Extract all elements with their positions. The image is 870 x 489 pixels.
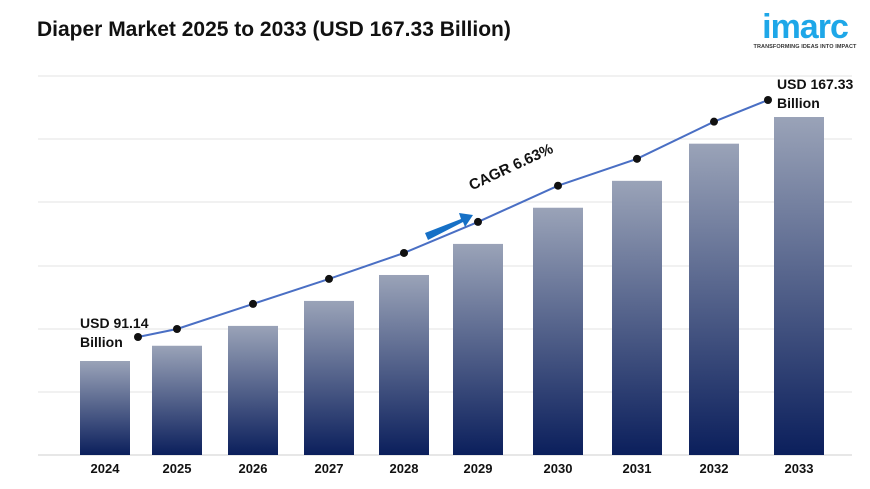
x-tick-label: 2025 bbox=[163, 461, 192, 476]
bar-2028 bbox=[379, 274, 429, 455]
cagr-arrow-icon bbox=[425, 213, 473, 240]
trend-marker bbox=[134, 333, 142, 341]
x-tick-label: 2024 bbox=[91, 461, 121, 476]
x-tick-label: 2026 bbox=[239, 461, 268, 476]
imarc-logo: imarc TRANSFORMING IDEAS INTO IMPACT bbox=[750, 10, 860, 50]
bar-2030 bbox=[533, 207, 583, 455]
x-tick-label: 2031 bbox=[623, 461, 652, 476]
trend-marker bbox=[325, 274, 333, 283]
bar-2024 bbox=[80, 361, 130, 455]
x-tick-label: 2027 bbox=[315, 461, 344, 476]
bar-2025 bbox=[152, 345, 202, 455]
end-value-line1: USD 167.33 bbox=[777, 76, 854, 92]
end-value-label: USD 167.33 Billion bbox=[777, 75, 853, 113]
trend-marker bbox=[554, 181, 562, 190]
trend-marker bbox=[173, 325, 181, 333]
bar-2026 bbox=[228, 325, 278, 455]
trend-marker bbox=[474, 217, 482, 226]
trend-marker bbox=[633, 154, 641, 163]
x-tick-label: 2028 bbox=[390, 461, 419, 476]
bar-2031 bbox=[612, 180, 662, 455]
trend-marker bbox=[249, 299, 257, 308]
bar-2027 bbox=[304, 300, 354, 455]
x-tick-label: 2029 bbox=[464, 461, 493, 476]
trend-marker bbox=[764, 96, 772, 104]
logo-tagline: TRANSFORMING IDEAS INTO IMPACT bbox=[753, 44, 857, 50]
trend-marker bbox=[400, 248, 408, 257]
start-value-line1: USD 91.14 bbox=[80, 315, 149, 331]
end-value-line2: Billion bbox=[777, 95, 820, 111]
bar-2029 bbox=[453, 243, 503, 455]
x-tick-label: 2030 bbox=[544, 461, 573, 476]
start-value-label: USD 91.14 Billion bbox=[80, 314, 148, 352]
trend-marker bbox=[710, 117, 718, 126]
x-tick-label: 2032 bbox=[700, 461, 729, 476]
chart-title: Diaper Market 2025 to 2033 (USD 167.33 B… bbox=[37, 18, 511, 41]
x-tick-label: 2033 bbox=[785, 461, 814, 476]
logo-word: imarc bbox=[762, 8, 849, 46]
bar-2032 bbox=[689, 143, 739, 455]
start-value-line2: Billion bbox=[80, 334, 123, 350]
trend-line bbox=[137, 99, 769, 338]
bar-2033 bbox=[774, 117, 824, 455]
